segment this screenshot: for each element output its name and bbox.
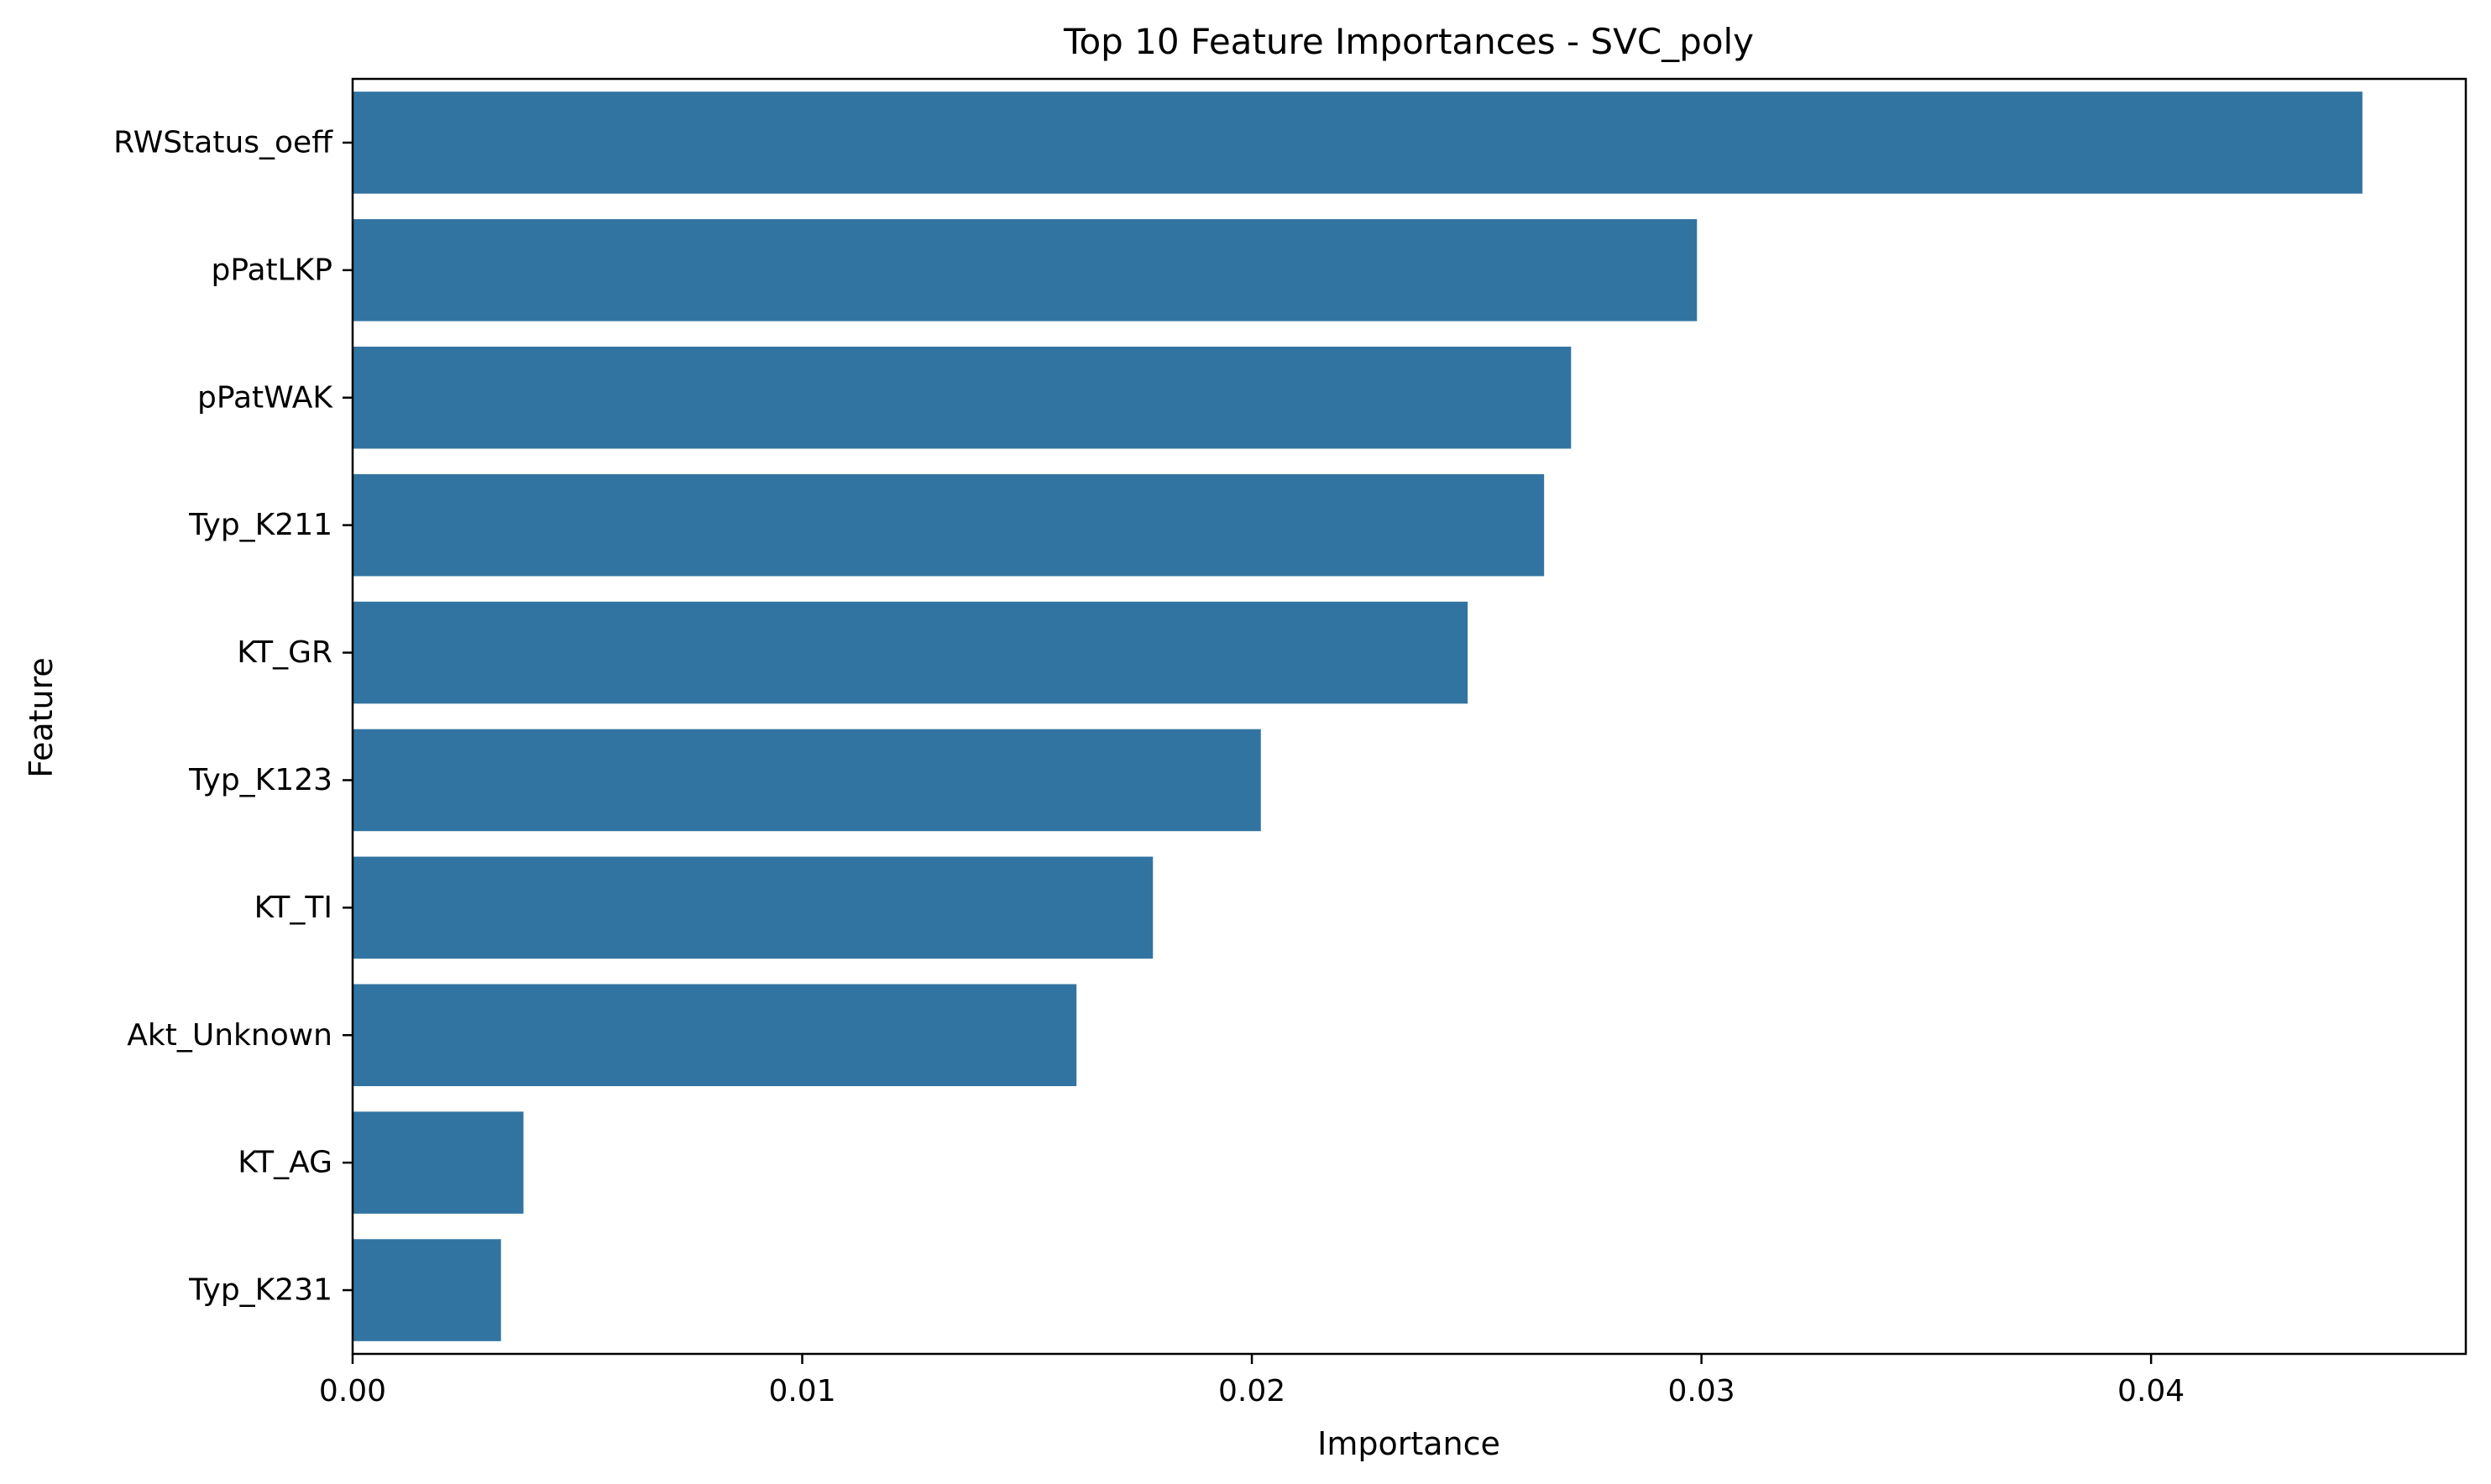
y-tick-label: Akt_Unknown bbox=[127, 1018, 332, 1053]
x-tick-label: 0.04 bbox=[2117, 1374, 2185, 1408]
y-tick-label: KT_AG bbox=[238, 1146, 332, 1180]
x-tick-label: 0.02 bbox=[1218, 1374, 1285, 1408]
bar-kt-gr bbox=[353, 601, 1468, 704]
bar-kt-ti bbox=[353, 856, 1154, 959]
bar-ppatlkp bbox=[353, 219, 1698, 321]
x-axis-ticks: 0.00 0.01 0.02 0.03 0.04 bbox=[319, 1354, 2185, 1408]
y-tick-label: Typ_K231 bbox=[188, 1273, 332, 1308]
bar-ppatwak bbox=[353, 346, 1572, 449]
x-axis-label: Importance bbox=[1317, 1425, 1500, 1462]
x-tick-label: 0.01 bbox=[768, 1374, 835, 1408]
bar-akt-unknown bbox=[353, 984, 1077, 1087]
x-tick-label: 0.03 bbox=[1668, 1374, 1735, 1408]
bar-rwstatus-oeff bbox=[353, 91, 2363, 194]
chart-title: Top 10 Feature Importances - SVC_poly bbox=[1063, 21, 1754, 62]
y-tick-label: pPatWAK bbox=[197, 380, 333, 415]
y-tick-label: pPatLKP bbox=[212, 253, 333, 287]
x-tick-label: 0.00 bbox=[319, 1374, 386, 1408]
y-tick-label: Typ_K123 bbox=[188, 763, 332, 797]
bar-typ-k123 bbox=[353, 729, 1261, 832]
bar-typ-k211 bbox=[353, 473, 1545, 577]
y-tick-label: RWStatus_oeff bbox=[113, 125, 333, 159]
y-axis-ticks: RWStatus_oeff pPatLKP pPatWAK Typ_K211 KT_GR… bbox=[113, 125, 353, 1308]
bar-typ-k231 bbox=[353, 1239, 501, 1341]
y-tick-label: KT_GR bbox=[237, 635, 332, 670]
y-tick-label: KT_TI bbox=[254, 891, 332, 925]
bar-kt-ag bbox=[353, 1111, 524, 1214]
plot-frame bbox=[351, 77, 2467, 1356]
y-axis-label: Feature bbox=[23, 657, 60, 778]
bars-group bbox=[353, 91, 2363, 1341]
y-tick-label: Typ_K211 bbox=[188, 508, 332, 542]
